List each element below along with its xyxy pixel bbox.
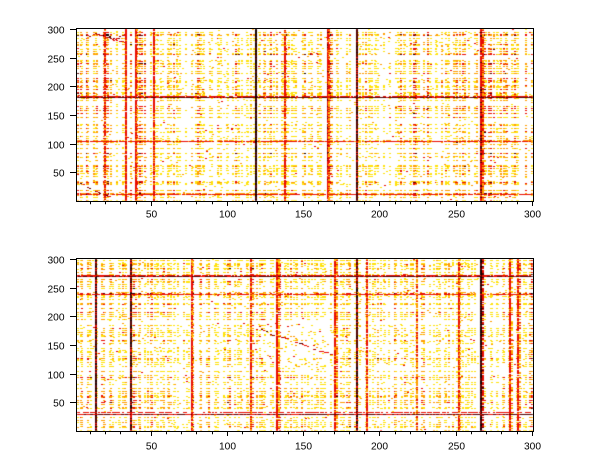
svg-text:100: 100 [48,140,65,151]
svg-text:250: 250 [48,54,65,65]
svg-text:250: 250 [48,284,65,295]
svg-text:50: 50 [146,210,158,221]
svg-text:300: 300 [48,255,65,266]
svg-text:300: 300 [524,442,541,453]
svg-text:100: 100 [219,442,236,453]
svg-text:200: 200 [371,442,388,453]
svg-text:200: 200 [48,82,65,93]
svg-text:50: 50 [146,442,158,453]
svg-text:300: 300 [48,25,65,36]
svg-text:250: 250 [448,442,465,453]
svg-text:200: 200 [48,312,65,323]
svg-text:150: 150 [48,341,65,352]
svg-text:150: 150 [48,111,65,122]
svg-text:100: 100 [48,370,65,381]
svg-text:50: 50 [53,168,65,179]
svg-text:250: 250 [448,210,465,221]
svg-text:150: 150 [295,442,312,453]
svg-text:300: 300 [524,210,541,221]
svg-text:200: 200 [371,210,388,221]
svg-text:150: 150 [295,210,312,221]
svg-text:100: 100 [219,210,236,221]
svg-text:50: 50 [53,398,65,409]
